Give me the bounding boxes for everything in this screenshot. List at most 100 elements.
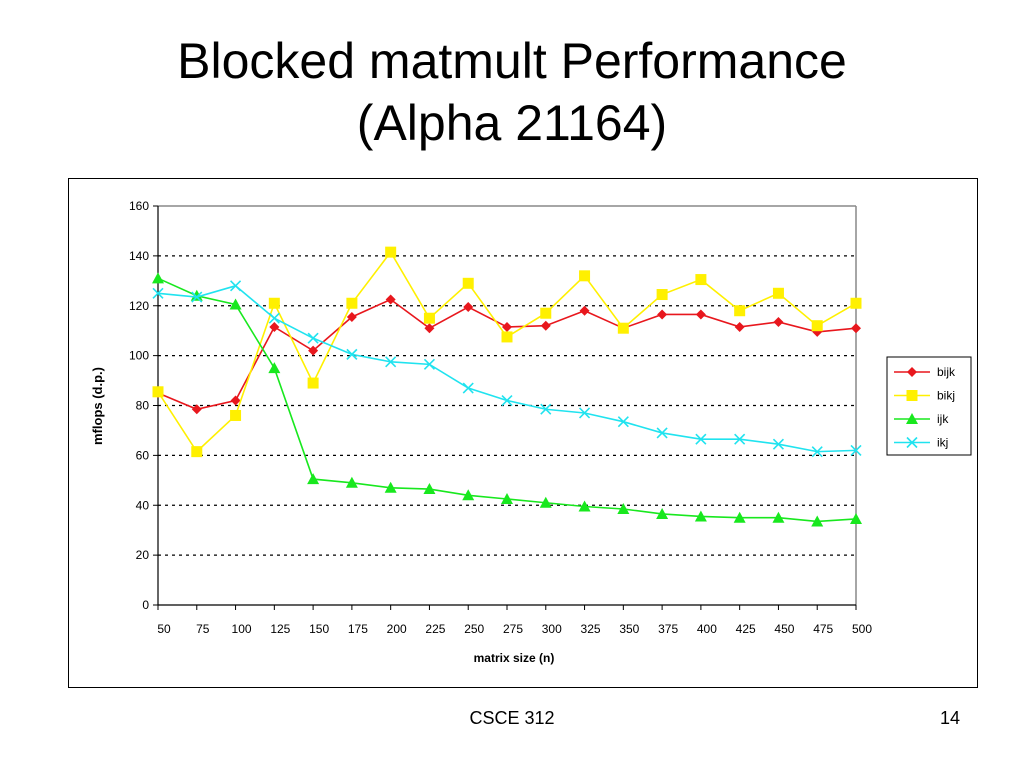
legend-marker-ikj: [906, 436, 918, 449]
x-marker-stroke: [695, 433, 707, 445]
x-tick-label: 225: [425, 622, 445, 636]
series-line-bijk: [157, 298, 857, 411]
data-point-bikj: [230, 409, 242, 421]
x-tick-label: 75: [196, 622, 210, 636]
x-tick-label: 125: [270, 622, 290, 636]
data-point-bijk: [851, 323, 861, 334]
data-point-ijk: [190, 289, 203, 301]
x-axis-title: matrix size (n): [474, 651, 555, 665]
series-bijk: [153, 294, 861, 415]
legend-marker-bikj: [906, 390, 918, 401]
x-tick-label: 400: [697, 622, 717, 636]
data-point-bijk: [579, 305, 590, 316]
data-point-ikj: [268, 312, 280, 324]
data-point-bijk: [657, 309, 668, 320]
y-tick-label: 100: [129, 349, 149, 363]
data-point-ikj: [850, 444, 862, 456]
data-point-ijk: [423, 483, 436, 495]
x-tick-label: 200: [387, 622, 407, 636]
x-marker-stroke: [152, 287, 164, 299]
y-axis-title: mflops (d.p.): [90, 367, 105, 445]
x-tick-label: 450: [774, 622, 794, 636]
data-point-bikj: [346, 297, 358, 309]
data-point-bikj: [152, 386, 164, 398]
data-point-ikj: [772, 438, 785, 450]
legend-label-bijk: bijk: [937, 365, 956, 379]
data-point-bikj: [501, 331, 513, 343]
data-point-bikj: [772, 287, 784, 299]
data-point-bikj: [579, 270, 591, 282]
data-point-bikj: [191, 446, 203, 458]
data-point-bijk: [230, 395, 241, 406]
x-marker-stroke: [268, 312, 280, 324]
x-marker-stroke: [811, 446, 823, 458]
chart-frame: [68, 178, 978, 688]
x-marker-stroke: [307, 332, 319, 344]
data-point-ijk: [694, 510, 707, 522]
x-marker-stroke: [656, 427, 668, 439]
data-point-ikj: [385, 356, 397, 368]
data-point-bikj: [307, 377, 319, 389]
slide-title-line1: Blocked matmult Performance: [177, 33, 847, 89]
x-marker-stroke: [191, 291, 203, 303]
legend: bijk bikj ijk ikj: [886, 356, 972, 456]
x-marker-stroke: [850, 444, 862, 456]
data-point-ijk: [152, 272, 164, 284]
x-marker-stroke: [772, 438, 785, 450]
x-tick-label: 275: [503, 622, 523, 636]
x-tick-label: 50: [157, 622, 171, 636]
legend-marker-bijk: [907, 367, 917, 377]
data-point-ikj: [656, 427, 668, 439]
data-point-ijk: [345, 476, 358, 488]
data-point-ijk: [850, 512, 862, 524]
data-point-bijk: [385, 294, 396, 305]
x-marker-stroke: [462, 382, 474, 394]
data-point-ikj: [191, 291, 203, 303]
data-point-ikj: [695, 433, 707, 445]
x-tick-label: 475: [813, 622, 833, 636]
data-point-bikj: [656, 289, 668, 301]
data-point-bijk: [502, 321, 512, 332]
y-tick-label: 40: [136, 498, 150, 512]
x-marker-stroke: [578, 407, 591, 419]
data-point-ikj: [423, 358, 436, 370]
legend-box: [886, 356, 972, 456]
x-marker-stroke: [346, 348, 358, 360]
y-tick-label: 20: [136, 548, 150, 562]
data-point-bikj: [385, 246, 397, 258]
data-point-ijk: [539, 496, 552, 508]
data-point-bijk: [540, 320, 551, 331]
slide-title-line2: (Alpha 21164): [356, 95, 668, 151]
data-point-ikj: [307, 332, 319, 344]
data-point-ijk: [656, 507, 669, 519]
data-point-ijk: [811, 515, 824, 527]
x-marker-stroke: [540, 403, 552, 415]
data-point-ijk: [384, 481, 397, 493]
y-tick-label: 80: [136, 399, 150, 413]
data-point-bikj: [695, 274, 707, 286]
data-point-ijk: [307, 473, 320, 485]
legend-label-ikj: ikj: [937, 436, 948, 450]
y-tick-label: 120: [129, 299, 149, 313]
legend-label-bikj: bikj: [937, 389, 955, 403]
x-marker-stroke: [617, 416, 629, 428]
x-tick-label: 100: [232, 622, 252, 636]
data-point-ikj: [229, 280, 242, 292]
data-point-bikj: [850, 297, 862, 309]
data-point-ikj: [152, 287, 164, 299]
y-tick-label: 160: [129, 199, 149, 213]
data-point-bikj: [423, 312, 435, 324]
data-point-bijk: [346, 311, 357, 322]
data-point-ikj: [811, 446, 823, 458]
data-point-ijk: [462, 489, 475, 501]
data-point-ikj: [578, 407, 591, 419]
data-point-bijk: [695, 309, 706, 320]
data-point-bikj: [462, 277, 474, 289]
data-point-bikj: [811, 320, 823, 332]
x-tick-label: 325: [581, 622, 601, 636]
y-tick-label: 140: [129, 249, 149, 263]
footer-page-number: 14: [939, 708, 960, 728]
data-point-bikj: [540, 307, 552, 319]
slide-title: Blocked matmult Performance (Alpha 21164…: [0, 30, 1024, 154]
